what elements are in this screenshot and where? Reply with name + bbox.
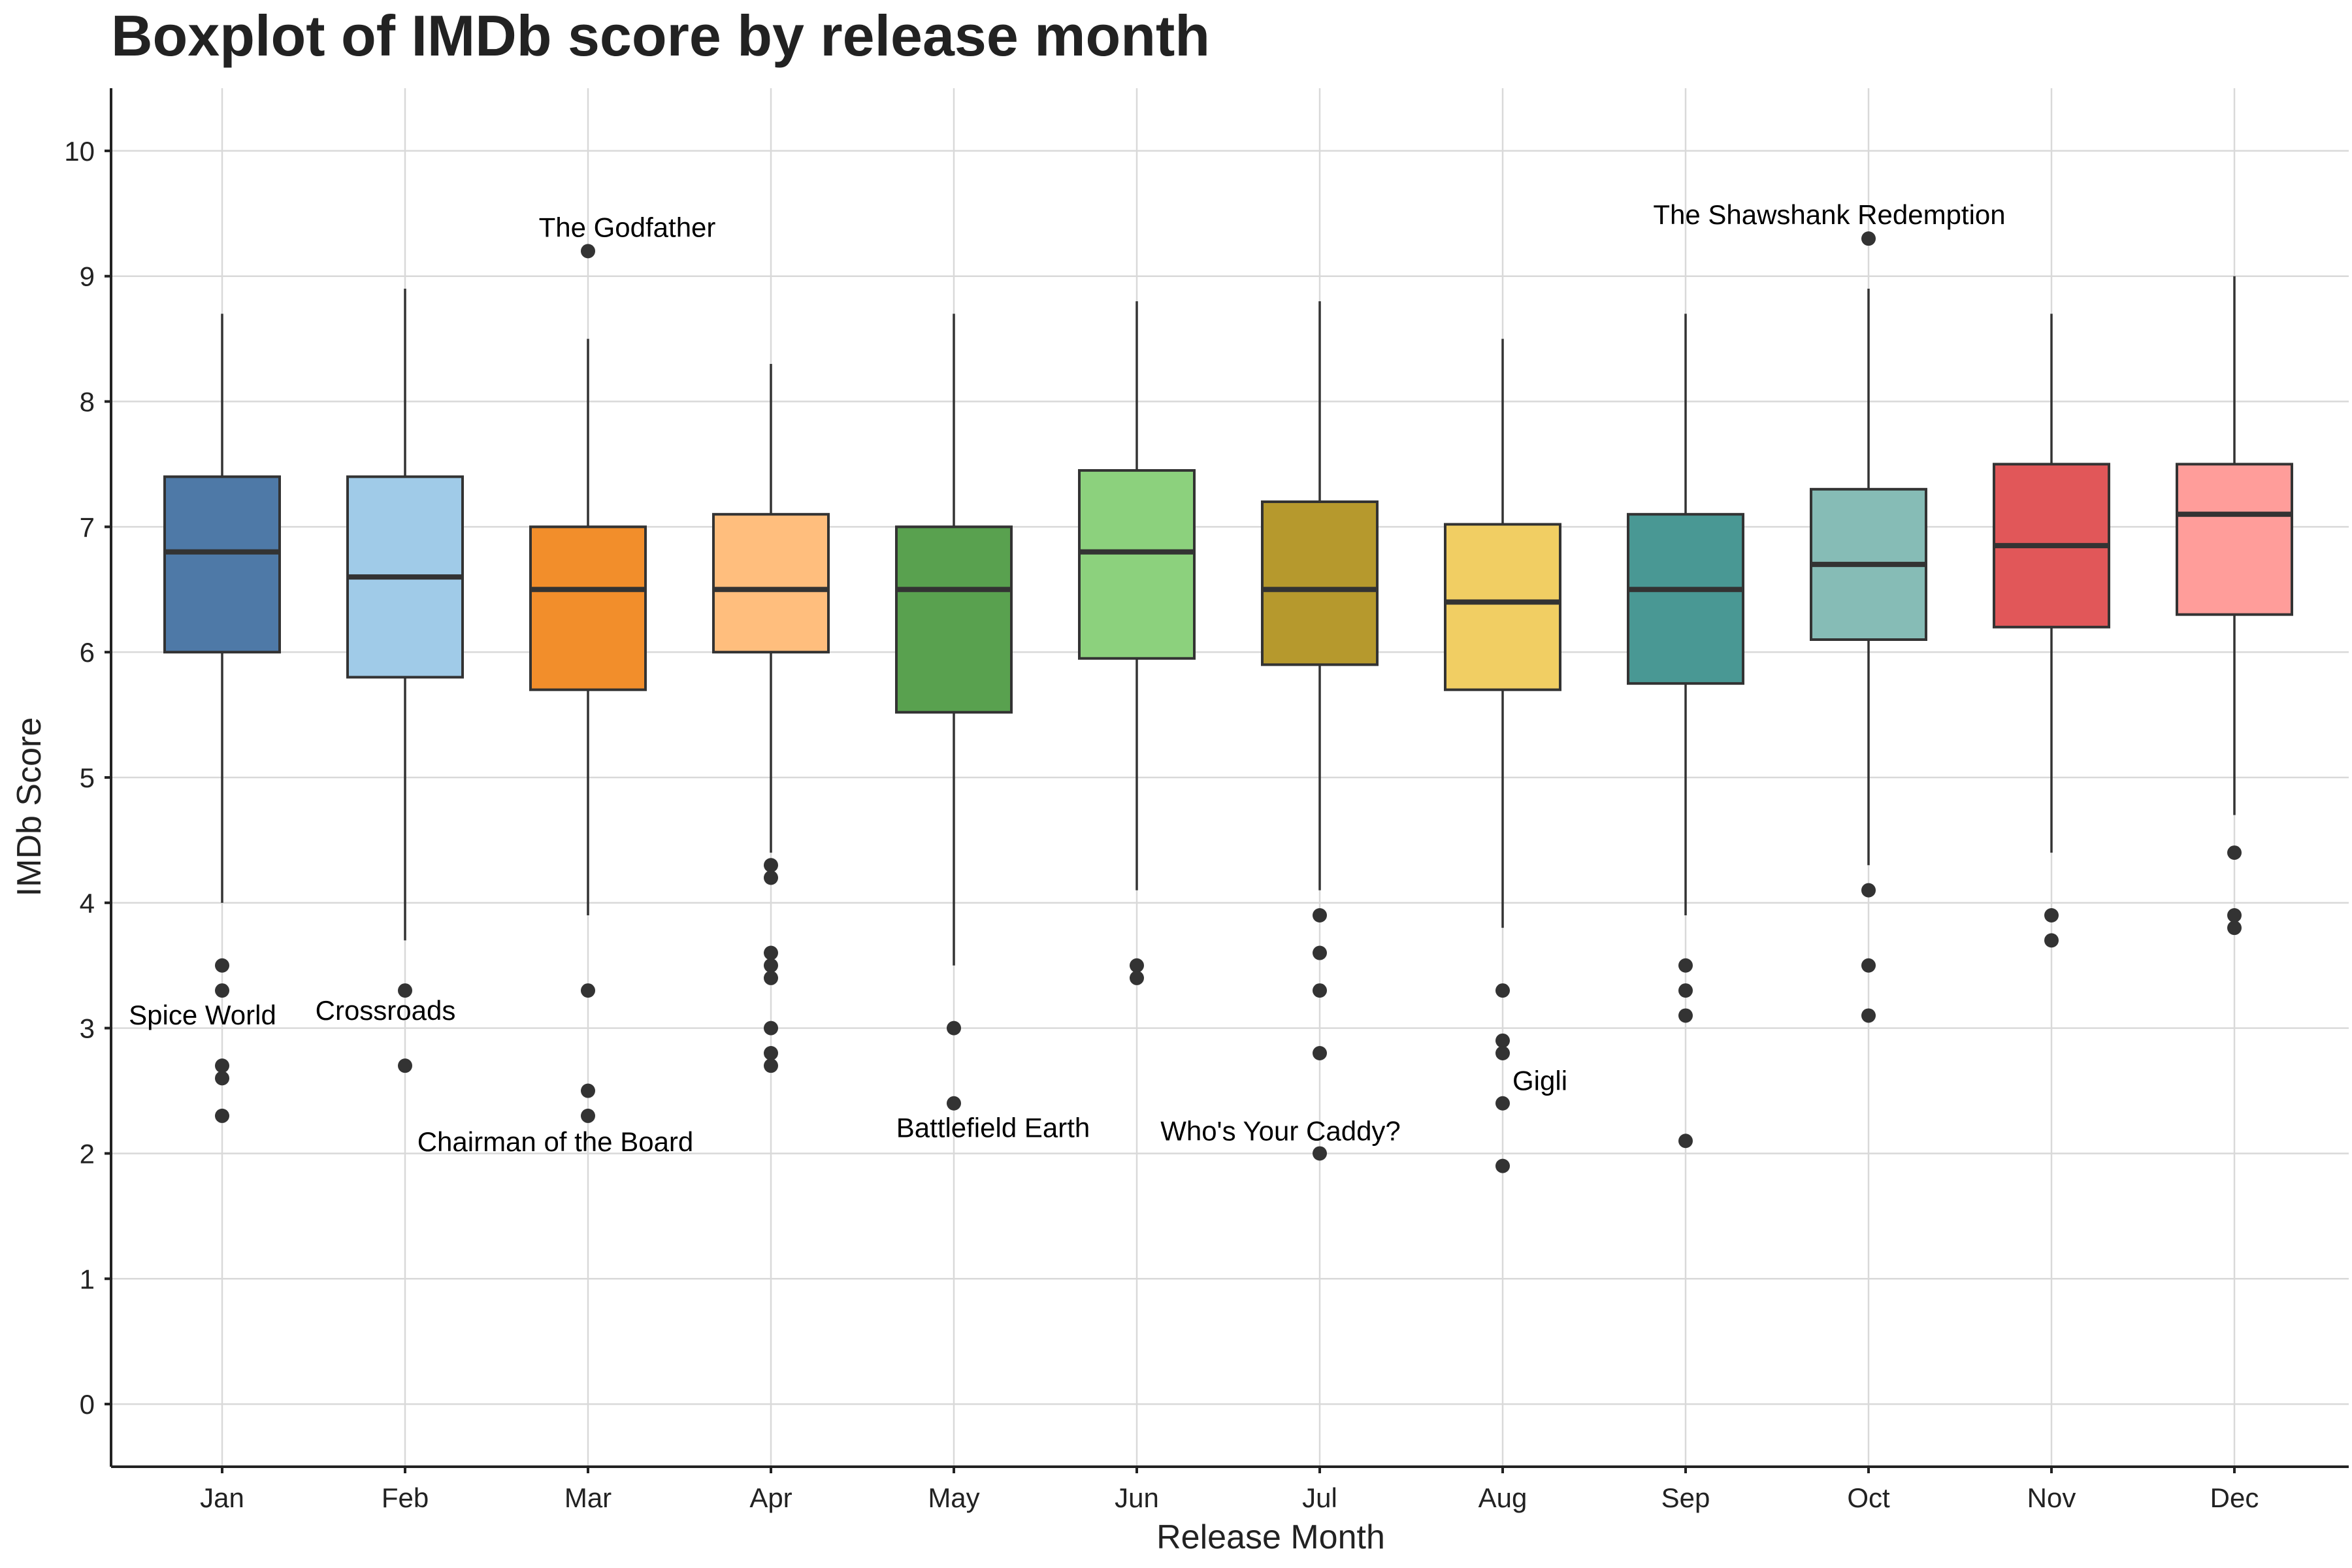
outlier-point [1495,1096,1510,1111]
outlier-point [947,1096,961,1111]
outlier-point [1313,908,1327,923]
outlier-point [764,958,778,973]
grid [111,88,2349,1467]
x-tick-label: Aug [1478,1482,1527,1513]
outlier-point [581,1083,595,1098]
box-mar [529,525,647,691]
outlier-point [2227,921,2242,936]
x-tick-label: Jan [200,1482,244,1513]
annotation-label: Battlefield Earth [896,1113,1090,1143]
outlier-point [1861,1008,1876,1023]
x-tick-label: Oct [1847,1482,1890,1513]
box-apr [712,513,830,654]
axes: 0 1 2 3 4 5 6 7 8 9 10 Jan Feb Mar Apr May Jun Jul Aug Sep O… [64,88,2349,1513]
outlier-point [2227,845,2242,860]
outlier-point [1130,970,1144,985]
outlier-point [764,1046,778,1060]
x-tick-label: Mar [564,1482,612,1513]
box-dec [2176,463,2293,616]
outlier-point [1313,1046,1327,1060]
y-tick-label: 9 [80,261,95,292]
box-sep [1627,513,1744,685]
y-tick-label: 8 [80,387,95,417]
x-tick-label: Jun [1115,1482,1159,1513]
outlier-point [1678,1008,1693,1023]
outlier-point [1313,945,1327,960]
outlier-point [764,870,778,885]
outlier-point [1861,231,1876,246]
box-jun [1078,469,1196,660]
outlier-point [764,1021,778,1036]
y-tick-label: 7 [80,512,95,542]
annotation-label: The Shawshank Redemption [1653,199,2005,230]
outlier-point [215,958,229,973]
annotation-label: The Godfather [539,212,716,242]
x-tick-label: Sep [1661,1482,1710,1513]
outlier-point [581,1108,595,1123]
outlier-point [1495,983,1510,998]
outlier-point [764,970,778,985]
y-tick-label: 4 [80,888,95,919]
outlier-point [764,858,778,873]
x-tick-label: Feb [382,1482,429,1513]
y-tick-label: 6 [80,637,95,668]
outlier-point [581,244,595,259]
y-tick-label: 5 [80,762,95,793]
outlier-point [1861,883,1876,898]
outlier-point [398,1058,412,1073]
annotation-label: Crossroads [316,995,456,1026]
outlier-point [764,1058,778,1073]
box-jan [163,475,281,654]
outlier-point [215,1108,229,1123]
outlier-point [1678,958,1693,973]
x-axis-label: Release Month [1156,1518,1385,1556]
annotations: The Godfather The Shawshank Redemption Spi… [129,199,2005,1157]
annotation-label: Chairman of the Board [417,1126,694,1157]
y-tick-label: 2 [80,1138,95,1169]
y-tick-label: 10 [64,136,95,167]
boxes [163,276,2293,966]
outlier-point [215,1071,229,1086]
y-tick-label: 3 [80,1013,95,1044]
annotation-label: Spice World [129,1000,276,1030]
box-aug [1444,523,1561,691]
outlier-point [1495,1046,1510,1060]
box-may [895,525,1013,714]
y-axis-label: IMDb Score [10,717,48,897]
y-tick-label: 1 [80,1264,95,1294]
outlier-point [1313,983,1327,998]
y-tick-label: 0 [80,1389,95,1420]
outlier-point [2044,933,2059,948]
x-tick-label: May [928,1482,979,1513]
x-tick-label: Nov [2027,1482,2076,1513]
annotation-label: Gigli [1512,1066,1567,1096]
outliers [215,231,2242,1173]
outlier-point [2227,908,2242,923]
outlier-point [1495,1158,1510,1173]
outlier-point [581,983,595,998]
outlier-point [1495,1033,1510,1048]
outlier-point [1313,1146,1327,1161]
x-tick-label: Dec [2210,1482,2259,1513]
outlier-point [947,1021,961,1036]
outlier-point [1678,1134,1693,1149]
chart-title: Boxplot of IMDb score by release month [111,3,1210,68]
x-tick-label: Jul [1302,1482,1337,1513]
outlier-point [1861,958,1876,973]
outlier-point [2044,908,2059,923]
outlier-point [215,1058,229,1073]
outlier-point [764,945,778,960]
outlier-point [398,983,412,998]
outlier-point [1130,958,1144,973]
x-tick-label: Apr [749,1482,792,1513]
outlier-point [1678,983,1693,998]
annotation-label: Who's Your Caddy? [1160,1115,1401,1146]
outlier-point [215,983,229,998]
box-jul [1261,500,1379,666]
